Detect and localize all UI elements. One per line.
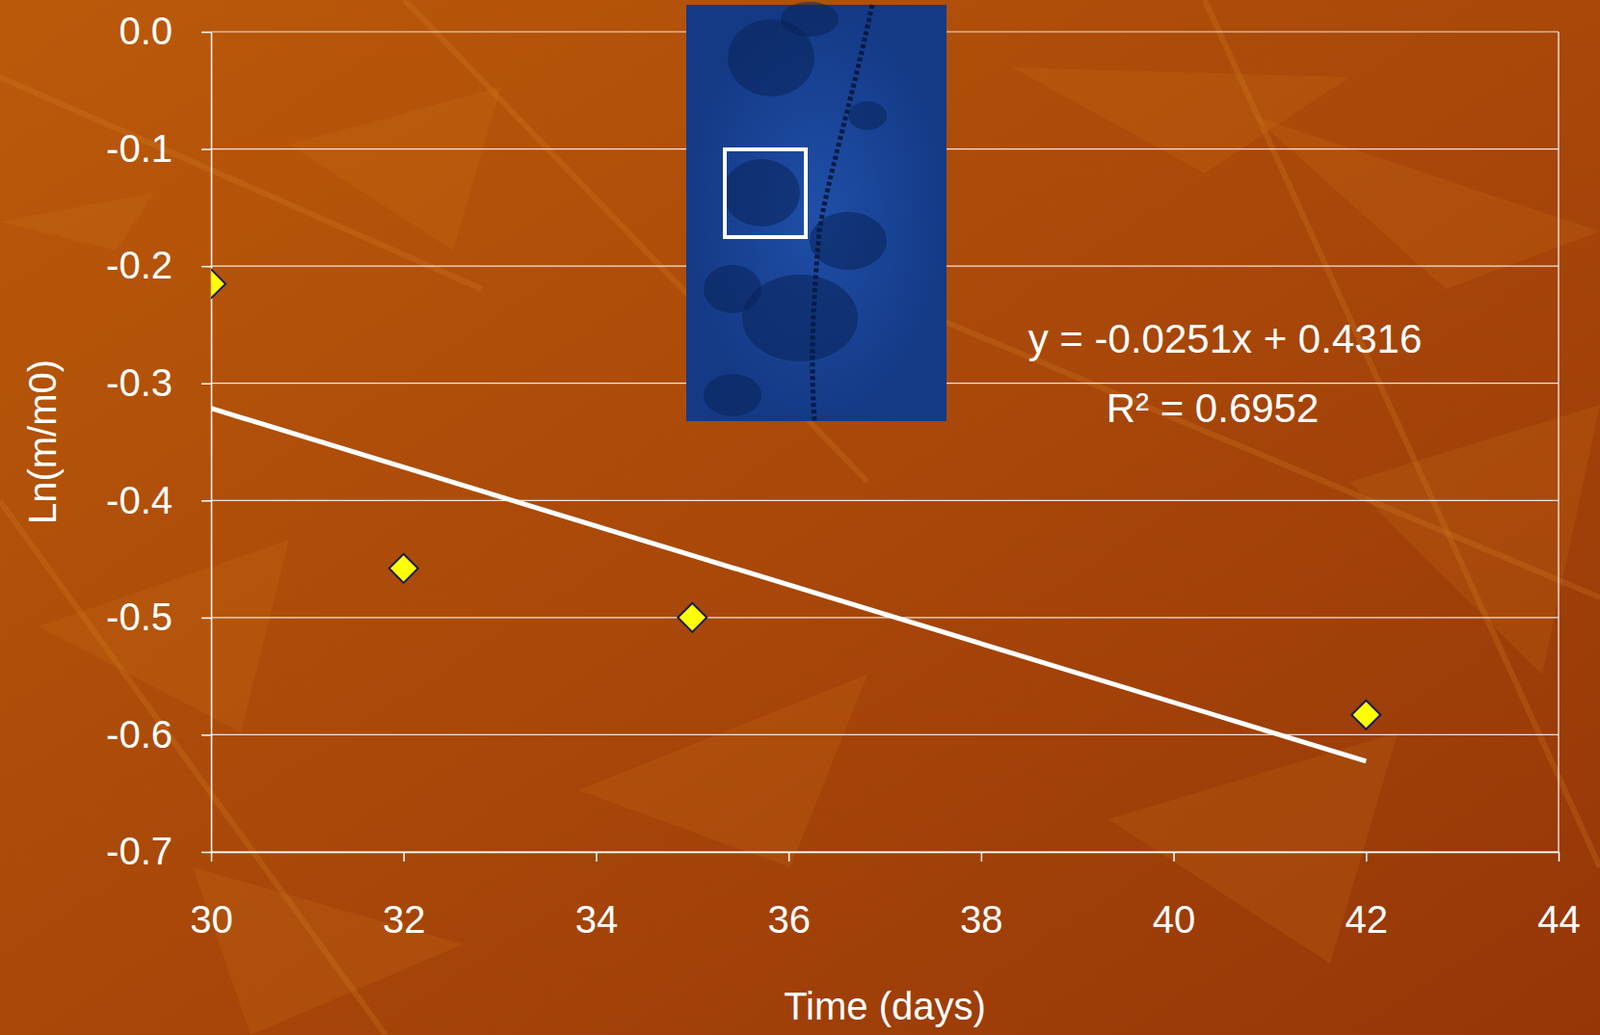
x-axis-title: Time (days) [783,985,987,1028]
tick-label: -0.5 [106,595,173,639]
y-axis-title: Ln(m/m0) [21,359,64,525]
leaf-stem [867,289,1600,598]
leaf [1349,404,1600,675]
tick: 42 [1345,852,1389,941]
tick-mark [201,31,212,34]
tick: 38 [960,852,1004,941]
tick-mark [201,617,212,620]
tick: -0.1 [106,127,212,170]
tick: -0.5 [106,595,212,639]
marker [211,268,226,298]
leaf-stem [1204,0,1600,868]
marker [677,603,707,633]
axis-line [211,32,214,854]
tick-mark [1173,852,1175,862]
tick-mark [981,852,984,862]
tick-mark [201,148,212,151]
leaf [38,539,290,733]
grid-line [211,500,1559,502]
tick: -0.6 [106,713,212,756]
tick: 0.0 [118,9,212,53]
tick-label: 30 [189,898,234,941]
leaf [1108,732,1398,964]
tick-label: -0.4 [106,479,173,522]
marker [1351,700,1381,730]
tick-mark [788,852,791,862]
tick: 30 [189,852,234,941]
tick-label: 0.0 [118,9,173,53]
x-axis: 30 32 34 36 38 40 42 44 [189,852,1581,941]
inset-background [686,4,947,422]
leaf-decoration [0,0,1600,1035]
tick-mark [595,852,598,862]
chart: 30 32 34 36 38 40 42 44 0.0 -0.1 -0.2 -0.3 -0.4 -0.5 -… [0,0,1600,1035]
plot-frame [1557,31,1559,853]
tick-label: 36 [767,898,811,941]
tick-label: -0.3 [106,361,173,404]
tick-mark [211,852,214,862]
tick: -0.3 [106,361,212,404]
grid-line [211,734,1559,736]
trend-line [211,408,1366,762]
leaf [1012,67,1350,174]
tick-label: -0.7 [106,829,173,873]
tick-label: 44 [1537,898,1581,941]
tick: 44 [1537,852,1581,941]
tick-label: 38 [960,898,1004,941]
leaf-stem [0,77,482,290]
tick-mark [201,500,212,503]
background [0,0,1600,1035]
inset-blob [809,212,887,270]
tick: 32 [382,852,427,941]
leaf [0,192,155,251]
tick-mark [201,382,212,385]
grid-line [211,851,1559,853]
annotation: R² = 0.6952 [1106,385,1320,431]
inset-blob [780,1,839,37]
tick-mark [1365,852,1368,862]
leaf-stem [0,501,386,1035]
tick: 34 [575,852,619,941]
tick-label: 32 [382,898,427,941]
tick: -0.4 [106,479,212,522]
inset-blob [742,274,858,362]
y-axis: 0.0 -0.1 -0.2 -0.3 -0.4 -0.5 -0.6 -0.7 [106,9,212,873]
axis-line [212,852,1560,854]
tick-label: -0.6 [106,713,173,756]
tick-mark [402,852,405,862]
tick-mark [201,734,212,737]
tick-label: 40 [1152,898,1197,941]
grid-line [211,616,1559,618]
tick-mark [1558,852,1561,862]
inset-blob [848,101,887,131]
leaf [1253,115,1600,290]
tick: 40 [1152,852,1197,941]
tick-label: -0.2 [106,243,173,287]
tick-label: 42 [1345,898,1389,941]
inset-blob [703,373,762,417]
marker [389,554,419,584]
tick-mark [201,266,212,268]
tick: -0.7 [106,829,212,873]
inset-image [686,1,947,422]
tick-mark [201,852,212,854]
tick-label: -0.1 [106,127,173,170]
leaf [578,674,868,868]
inset-blob [722,159,800,227]
tick: 36 [767,852,811,941]
inset-fiber [812,4,873,422]
inset-box [724,149,806,238]
tick: -0.2 [106,243,212,287]
leaf [289,86,502,251]
tick-label: 34 [575,898,619,941]
annotation: y = -0.0251x + 0.4316 [1028,316,1423,362]
